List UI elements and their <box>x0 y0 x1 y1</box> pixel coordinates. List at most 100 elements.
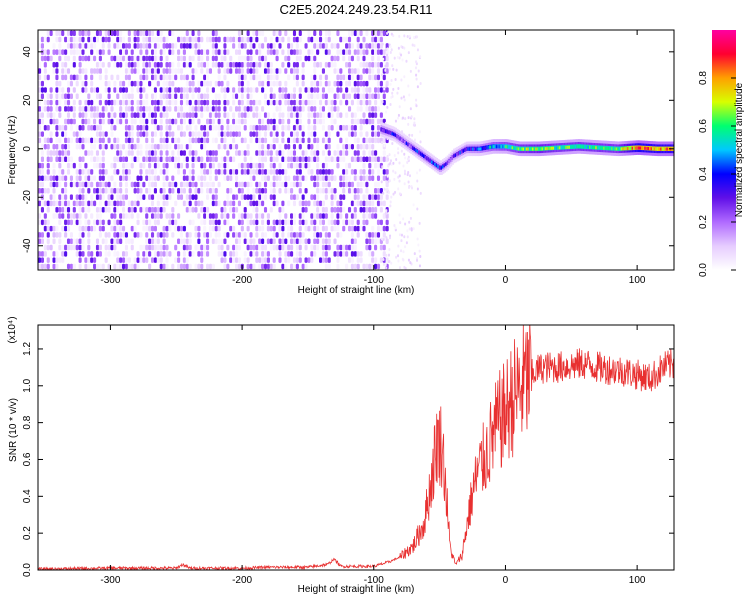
spectrogram-cell <box>333 194 337 200</box>
spectrogram-cell <box>327 156 331 163</box>
spectrogram-cell <box>353 49 357 55</box>
spectrogram-cell <box>389 45 392 49</box>
spectrogram-cell <box>40 156 44 163</box>
spectrogram-cell <box>304 156 308 163</box>
spectrogram-cell <box>368 118 372 125</box>
spectrogram-cell <box>333 43 337 49</box>
spectrogram-cell <box>58 232 62 238</box>
spectrogram-cell <box>52 175 56 181</box>
spectrogram-cell <box>313 30 317 36</box>
spectrogram-cell <box>148 206 152 213</box>
spectrogram-cell <box>356 80 360 87</box>
spectrogram-cell <box>290 188 294 194</box>
spectrogram-cell <box>333 225 337 232</box>
spectrogram-cell <box>359 74 363 81</box>
spectrogram-cell <box>336 213 340 219</box>
spectrogram-cell <box>243 118 247 125</box>
spectrogram-cell <box>214 93 218 100</box>
spectrogram-cell <box>165 125 169 131</box>
spectrogram-cell <box>416 150 420 154</box>
spectrogram-cell <box>324 181 328 188</box>
spectrogram-cell <box>299 24 302 30</box>
spectrogram-cell <box>52 24 55 30</box>
spectrogram-cell <box>350 232 354 238</box>
spectrogram-cell <box>188 55 192 62</box>
spectrogram-cell <box>58 219 62 226</box>
spectrogram-cell <box>281 62 285 68</box>
spectrogram-cell <box>390 78 393 82</box>
spectrogram-cell <box>371 49 375 55</box>
spectrogram-cell <box>76 24 79 30</box>
spectrogram-cell <box>90 200 94 207</box>
spectrogram-cell <box>185 125 189 131</box>
spectrogram-cell <box>342 143 346 150</box>
spectrogram-cell <box>124 169 129 175</box>
spectrogram-cell <box>90 251 94 257</box>
spectrogram-cell <box>150 137 155 144</box>
spectrogram-cell <box>145 55 149 62</box>
spectrogram-cell <box>304 55 308 62</box>
spectrogram-cell <box>232 36 236 43</box>
snr-scale-label: (x10⁴) <box>7 316 18 343</box>
spectrogram-cell <box>313 181 317 188</box>
spectrogram-cell <box>535 147 538 151</box>
spectrogram-cell <box>376 188 381 194</box>
spectrogram-cell <box>324 131 328 137</box>
spectrogram-cell <box>292 93 297 100</box>
spectrogram-cell <box>208 225 213 232</box>
spectrogram-cell <box>84 118 88 125</box>
spectrogram-cell <box>359 30 363 36</box>
spectrogram-cell <box>95 219 100 226</box>
spectrogram-cell <box>330 125 334 131</box>
spectrogram-cell <box>188 175 192 181</box>
spectrogram-cell <box>95 251 100 257</box>
spectrogram-cell <box>379 257 383 263</box>
spectrogram-cell <box>153 131 157 137</box>
spectrogram-cell <box>159 55 163 62</box>
spectrogram-cell <box>203 232 207 238</box>
spectrogram-cell <box>368 244 372 251</box>
spectrogram-cell <box>304 87 308 93</box>
spectrogram-cell <box>40 169 44 175</box>
spectrogram-cell <box>362 118 366 125</box>
spectrogram-cell <box>246 219 250 226</box>
spectrogram-cell <box>61 93 65 100</box>
spectrogram-cell <box>46 200 50 207</box>
spectrogram-cell <box>356 181 360 188</box>
spectrogram-cell <box>666 147 669 151</box>
spectrogram-cell <box>407 180 410 184</box>
spectrogram-cell <box>234 238 239 244</box>
spectrogram-cell <box>307 143 311 150</box>
spectrogram-cell <box>290 194 294 200</box>
spectrogram-cell <box>214 137 218 144</box>
spectrogram-cell <box>162 244 166 251</box>
spectrogram-cell <box>345 99 349 106</box>
spectrogram-cell <box>258 131 262 137</box>
spectrogram-cell <box>301 125 305 131</box>
spectrogram-cell <box>229 175 233 181</box>
spectrogram-cell <box>133 263 137 270</box>
spectrogram-cell <box>246 87 250 93</box>
spectrogram-cell <box>197 200 201 207</box>
spectrogram-cell <box>261 106 265 112</box>
spectrogram-cell <box>295 137 299 144</box>
spectrogram-cell <box>72 181 76 188</box>
spectrogram-cell <box>81 137 85 144</box>
spectrogram-cell <box>81 118 85 125</box>
spectrogram-cell <box>197 251 201 257</box>
spectrogram-cell <box>156 36 160 43</box>
spectrogram-cell <box>66 93 71 100</box>
spectrogram-cell <box>376 87 381 93</box>
spectrogram-cell <box>116 257 120 263</box>
spectrogram-cell <box>336 244 340 251</box>
spectrogram-cell <box>307 112 311 118</box>
spectrogram-cell <box>69 36 73 43</box>
spectrogram-cell <box>261 257 265 263</box>
spectrogram-cell <box>246 200 250 207</box>
spectrogram-cell <box>324 188 328 194</box>
spectrogram-cell <box>58 93 62 100</box>
spectrogram-cell <box>107 137 111 144</box>
spectrogram-cell <box>307 24 310 30</box>
spectrogram-cell <box>347 225 352 232</box>
spectrogram-cell <box>336 74 340 81</box>
